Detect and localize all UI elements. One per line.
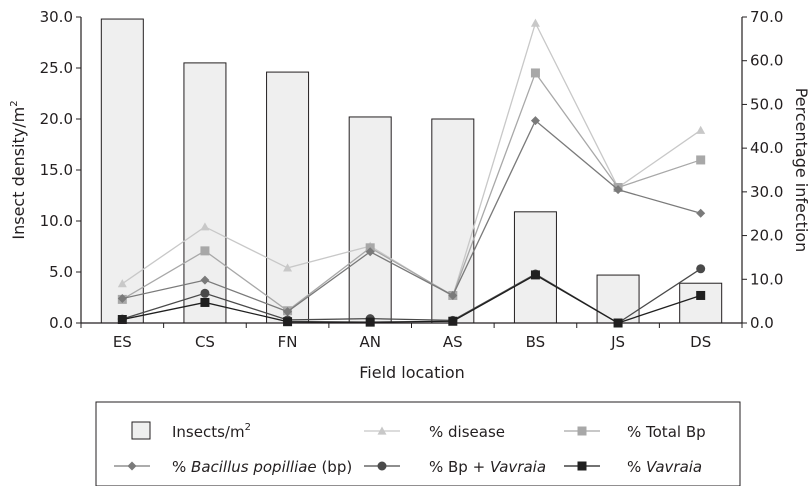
marker-vavraia-as (448, 316, 458, 326)
marker-vavraia-bs (530, 270, 540, 280)
x-tick-label-fn: FN (278, 333, 298, 351)
marker-bacillus-popilliae-es (117, 294, 127, 304)
marker-bp-vavraia-ds (696, 264, 706, 274)
bar-es (100, 18, 144, 324)
marker-vavraia-es (117, 315, 127, 325)
marker-disease-fn (283, 263, 293, 272)
legend-marker-disease (377, 426, 387, 435)
marker-vavraia-ds (696, 290, 706, 300)
marker-bacillus-popilliae-an (365, 247, 375, 257)
bar-bs (513, 211, 557, 324)
lines-layer (117, 18, 706, 328)
x-tick-label-as: AS (443, 333, 463, 351)
legend-label-bp-vavraia: % Bp + Vavraia (429, 458, 546, 476)
legend-marker-bp-vavraia (377, 461, 387, 471)
bar-as (431, 118, 475, 324)
x-axis-title: Field location (359, 363, 465, 382)
legend-label-bacillus-popilliae: % Bacillus popilliae (bp) (172, 458, 352, 476)
x-tick-label-cs: CS (195, 333, 215, 351)
legend-series: % disease % Total Bp % Bacillus popilliae … (114, 423, 706, 476)
legend-label-total-bp: % Total Bp (627, 423, 706, 441)
marker-bp-vavraia-cs (200, 288, 210, 298)
marker-bacillus-popilliae-cs (200, 275, 210, 285)
marker-bacillus-popilliae-bs (530, 116, 540, 126)
y-left-tick-label: 25.0 (40, 59, 73, 77)
y-right-tick-label: 20.0 (750, 227, 783, 245)
bar-ds (679, 282, 723, 324)
y-left-axis-title-sup: 2 (9, 100, 20, 106)
y-left-tick-label: 0.0 (49, 314, 73, 332)
marker-total-bp-ds (696, 155, 706, 165)
marker-bacillus-popilliae-fn (283, 307, 293, 317)
series-line-total-bp (121, 71, 701, 312)
marker-bacillus-popilliae-js (613, 185, 623, 195)
marker-vavraia-an (365, 317, 375, 327)
marker-bacillus-popilliae-ds (696, 208, 706, 218)
y-right-tick-label: 0.0 (750, 314, 774, 332)
y-right-tick-label: 30.0 (750, 183, 783, 201)
marker-disease-ds (696, 125, 706, 134)
bars-layer (100, 18, 723, 324)
marker-vavraia-cs (200, 297, 210, 307)
legend-marker-total-bp (577, 426, 587, 436)
marker-disease-es (117, 279, 127, 288)
y-left-tick-label: 15.0 (40, 161, 73, 179)
legend-label-vavraia: % Vavraia (627, 458, 702, 476)
y-right-axis-title: Percentage infection (792, 88, 811, 253)
y-left-tick-label: 30.0 (40, 8, 73, 26)
y-right-tick-label: 70.0 (750, 8, 783, 26)
y-left-axis-title: Insect density/m2 (9, 100, 28, 239)
series-line-vavraia (122, 274, 701, 324)
marker-total-bp-bs (530, 68, 540, 78)
y-left-tick-label: 10.0 (40, 212, 73, 230)
legend-box (95, 401, 741, 486)
x-tick-label-ds: DS (690, 333, 711, 351)
legend: Insects/m2 % disease % Total Bp % Bacillus… (95, 401, 741, 486)
bar-an (348, 116, 392, 324)
y-right-tick-label: 10.0 (750, 270, 783, 288)
marker-bacillus-popilliae-as (448, 290, 458, 300)
y-right-tick-label: 40.0 (750, 139, 783, 157)
legend-swatch-insects (131, 421, 151, 440)
y-left-tick-label: 20.0 (40, 110, 73, 128)
y-left-axis-title-main: Insect density/m (9, 107, 28, 240)
series-line-bacillus-popilliae (122, 119, 701, 313)
legend-marker-vavraia (577, 461, 587, 471)
marker-vavraia-fn (283, 317, 293, 327)
bar-js (596, 274, 640, 324)
marker-disease-cs (200, 222, 210, 231)
x-tick-label-bs: BS (526, 333, 546, 351)
legend-label-insects: Insects/m2 (172, 422, 251, 441)
y-left-tick-label: 5.0 (49, 263, 73, 281)
x-tick-label-an: AN (359, 333, 380, 351)
x-tick-label-es: ES (113, 333, 132, 351)
marker-disease-bs (530, 18, 540, 27)
bar-fn (266, 71, 310, 324)
y-right-tick-label: 50.0 (750, 95, 783, 113)
x-tick-label-js: JS (610, 333, 625, 351)
legend-label-disease: % disease (429, 423, 505, 441)
y-right-tick-label: 60.0 (750, 52, 783, 70)
ticks-layer: 0.0 5.0 10.0 15.0 20.0 25.0 30.0 0.0 10.0 20.0 30.… (40, 8, 784, 351)
legend-marker-bacillus-popilliae (127, 461, 137, 471)
marker-total-bp-cs (200, 246, 210, 256)
